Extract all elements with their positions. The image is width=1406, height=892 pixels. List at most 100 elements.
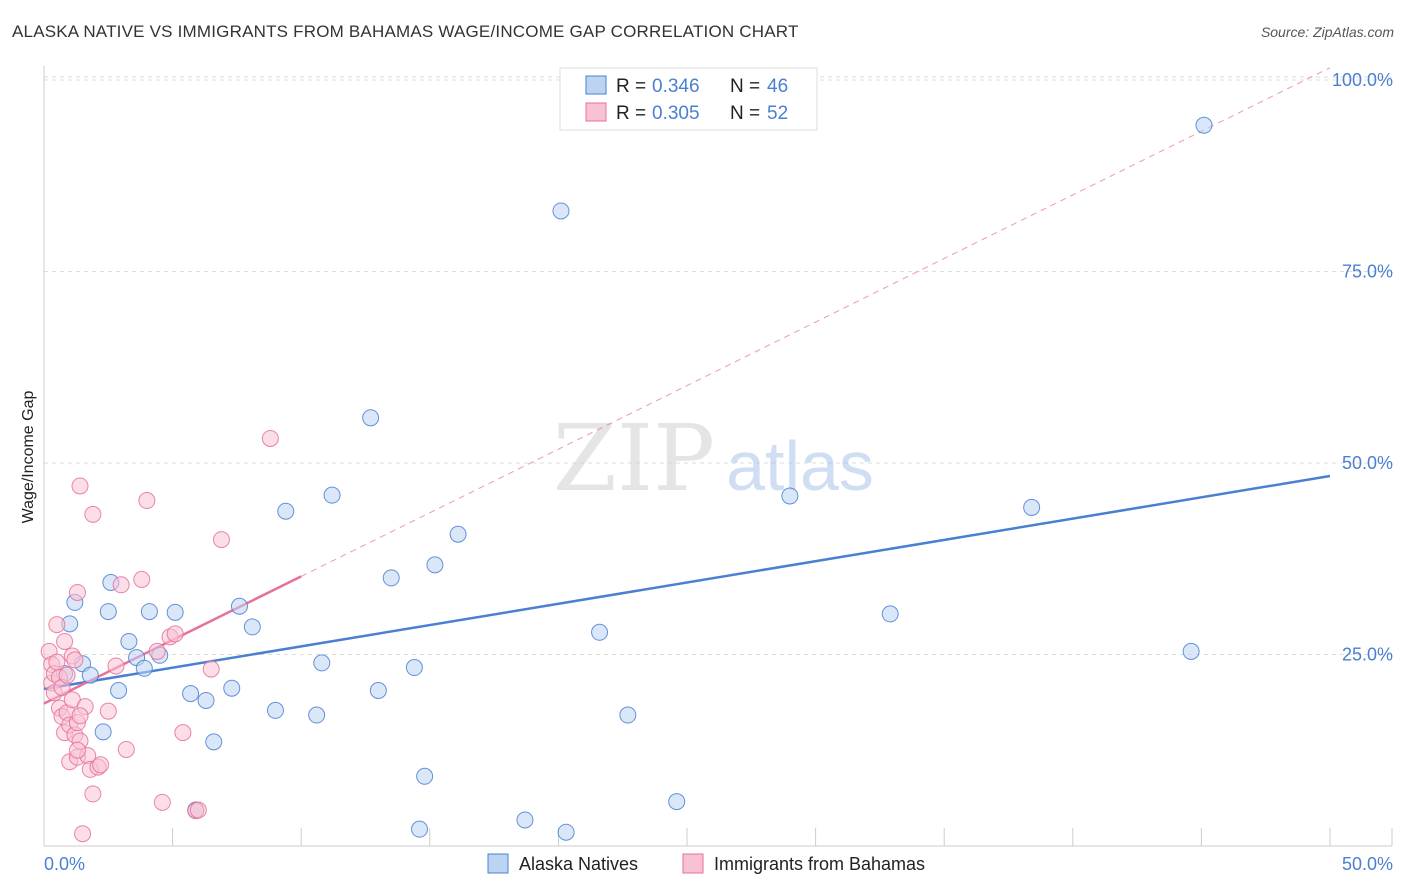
alaska-native-point — [416, 767, 434, 785]
alaska-native-point — [411, 820, 429, 838]
bahamas-point — [117, 740, 135, 758]
alaska-native-point — [619, 706, 637, 724]
y-tick-label: 50.0% — [1342, 453, 1393, 473]
alaska-native-point — [166, 603, 184, 621]
alaska-native-point — [230, 597, 248, 615]
series-legend-label: Immigrants from Bahamas — [714, 854, 925, 874]
alaska-native-point — [308, 706, 326, 724]
series-swatch-pink — [682, 853, 704, 874]
bahamas-point — [66, 651, 84, 669]
bahamas-point — [138, 492, 156, 510]
alaska-native-point — [1195, 116, 1213, 134]
bahamas-point — [202, 660, 220, 678]
y-tick-label: 100.0% — [1332, 70, 1393, 90]
alaska-native-point — [382, 569, 400, 587]
series-swatch-blue — [487, 853, 509, 874]
bahamas-point — [74, 825, 92, 843]
alaska-native-point — [277, 502, 295, 520]
alaska-native-point — [120, 632, 138, 650]
legend-n-label: N = — [730, 103, 760, 124]
alaska-native-point — [135, 659, 153, 677]
bahamas-point — [174, 724, 192, 742]
alaska-native-point — [81, 666, 99, 684]
y-axis-label: Wage/Income Gap — [20, 391, 37, 524]
x-tick-label: 50.0% — [1342, 854, 1393, 874]
alaska-native-point — [881, 605, 899, 623]
bahamas-point — [68, 583, 86, 601]
bahamas-point — [133, 570, 151, 588]
alaska-native-point — [591, 623, 609, 641]
legend-n-value: 52 — [767, 103, 788, 124]
bahamas-point — [71, 707, 89, 725]
alaska_natives-trend-line — [43, 474, 1331, 691]
bahamas-point — [84, 785, 102, 803]
bahamas-point — [48, 653, 66, 671]
series-legend-item-alaska[interactable]: Alaska Natives — [487, 853, 638, 874]
bahamas-point — [58, 666, 76, 684]
bahamas-point — [189, 801, 207, 819]
alaska-native-point — [182, 685, 200, 703]
bahamas-trend-extension — [300, 67, 1331, 577]
alaska-native-point — [266, 701, 284, 719]
alaska-native-point — [369, 682, 387, 700]
bahamas-point — [212, 531, 230, 549]
alaska-native-point — [197, 691, 215, 709]
y-tick-label: 75.0% — [1342, 262, 1393, 282]
series-legend-item-bahamas[interactable]: Immigrants from Bahamas — [682, 853, 925, 874]
legend-n-value: 46 — [767, 76, 788, 97]
alaska-native-point — [426, 556, 444, 574]
points-layer — [40, 116, 1213, 843]
watermark: ZIP atlas — [553, 405, 874, 512]
chart-source: Source: ZipAtlas.com — [1260, 24, 1394, 40]
alaska-native-point — [99, 603, 117, 621]
alaska-native-point — [449, 525, 467, 543]
bahamas-point — [107, 657, 125, 675]
chart-title: ALASKA NATIVE VS IMMIGRANTS FROM BAHAMAS… — [12, 22, 799, 41]
grid-layer — [44, 76, 1392, 655]
alaska-native-point — [205, 733, 223, 751]
legend-r-value: 0.346 — [652, 76, 700, 97]
alaska-native-point — [313, 654, 331, 672]
bahamas-point — [48, 616, 66, 634]
bahamas-point — [71, 477, 89, 495]
bahamas-point — [99, 702, 117, 720]
tick-label-layer: 25.0% 50.0% 75.0% 100.0% 0.0% 50.0% — [44, 70, 1393, 874]
bahamas-point — [84, 505, 102, 523]
bahamas-point — [92, 756, 110, 774]
legend-r-value: 0.305 — [652, 103, 700, 124]
alaska-native-point — [552, 202, 570, 220]
alaska-native-point — [557, 823, 575, 841]
alaska-native-point — [110, 682, 128, 700]
alaska-native-point — [362, 409, 380, 427]
alaska-native-point — [668, 793, 686, 811]
alaska-native-point — [94, 723, 112, 741]
legend-r-label: R = — [616, 103, 646, 124]
legend-n-label: N = — [730, 76, 760, 97]
legend-swatch-blue — [585, 75, 607, 95]
watermark-zip: ZIP — [553, 405, 715, 512]
watermark-atlas: atlas — [726, 427, 874, 505]
bahamas-point — [148, 642, 166, 660]
series-legend: Alaska Natives Immigrants from Bahamas — [487, 853, 925, 874]
alaska-native-point — [1023, 498, 1041, 516]
alaska-native-point — [243, 618, 261, 636]
bahamas-point — [56, 632, 74, 650]
alaska-native-point — [1182, 642, 1200, 660]
bahamas-point — [68, 741, 86, 759]
legend-r-label: R = — [616, 76, 646, 97]
series-legend-label: Alaska Natives — [519, 854, 638, 874]
bahamas-point — [261, 429, 279, 447]
bahamas-point — [166, 625, 184, 643]
alaska-native-point — [223, 679, 241, 697]
legend-row-bahamas: R = 0.305 N = 52 — [585, 102, 788, 124]
x-tick-label: 0.0% — [44, 854, 85, 874]
alaska-native-point — [405, 659, 423, 677]
alaska-native-point — [323, 486, 341, 504]
y-tick-label: 25.0% — [1342, 645, 1393, 665]
bahamas-point — [153, 793, 171, 811]
alaska-native-point — [781, 487, 799, 505]
correlation-legend: R = 0.346 N = 46 R = 0.305 N = 52 — [559, 67, 818, 131]
legend-swatch-pink — [585, 102, 607, 122]
